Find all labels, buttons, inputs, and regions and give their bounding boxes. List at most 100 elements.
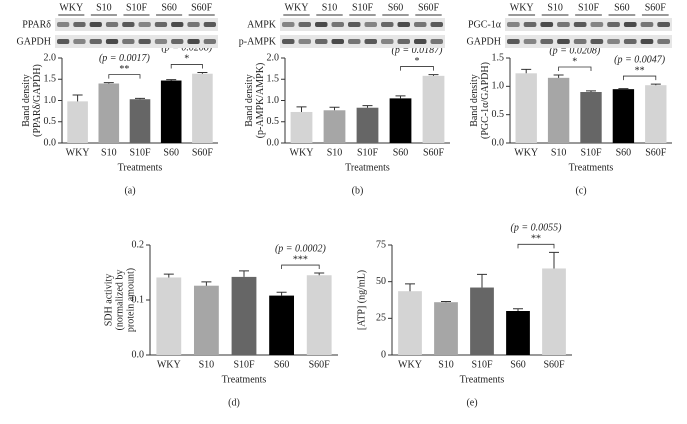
significance-stars: * [184,54,189,65]
comparison-bracket [558,66,592,71]
p-value: (p = 0.0017) [99,53,151,64]
y-tick-label: 0 [381,349,386,360]
y-tick-label: 1.5 [44,74,57,85]
blot-band [171,22,184,27]
x-axis-label: Treatments [118,162,163,173]
x-tick-label: WKY [66,147,90,158]
blot-row-label: AMPK [247,19,277,30]
error-bar [163,273,174,278]
blot-strip [505,35,672,48]
y-tick-label: 0.0 [267,137,280,148]
blot-row-label: PGC-1α [468,19,502,30]
bar [156,277,182,355]
blot-row-label: p-AMPK [239,36,277,47]
x-tick-label: S60F [423,147,445,158]
bar [269,295,295,355]
blot-band [507,39,520,44]
x-tick-label: S60F [543,359,565,370]
x-axis-label: Treatments [222,374,267,385]
significance-stars: * [572,56,577,67]
y-axis-label: protein amount) [125,268,136,332]
comparison-bracket [517,243,555,249]
blot-band [105,22,119,27]
blot-band [381,22,394,27]
panel-label: (c) [575,185,586,196]
x-tick-label: S60 [274,359,290,370]
blot-row-label: GAPDH [467,36,501,47]
bar [515,73,537,143]
y-tick-label: 0.5 [492,109,505,120]
x-tick-label: S10 [327,147,343,158]
x-tick-label: S60F [309,359,331,370]
y-tick-label: 1.5 [267,74,280,85]
x-tick-label: S10F [357,147,379,158]
p-value: (p = 0.0187) [392,45,444,56]
error-bar [586,90,596,92]
blot-band [640,39,654,44]
blot-band [540,39,554,44]
blot-band [73,22,86,27]
blot-lane-label: S60F [418,2,440,13]
x-tick-label: S10F [580,147,602,158]
y-axis-label: (p-AMPK/AMPK) [255,63,266,139]
y-axis-label: Band density [244,74,255,127]
blot-band [282,39,295,44]
y-tick-label: 0.0 [132,349,145,360]
blot-band [122,22,135,27]
blot-lane-label: S60 [388,2,404,13]
blot-lane-label: WKY [59,2,83,13]
blot-band [331,39,344,44]
error-bar [72,94,83,102]
blot-band [57,22,70,27]
y-axis-label: SDH activity [103,274,114,327]
blot-band [315,22,328,27]
p-value: (p = 0.0208) [161,43,213,54]
y-tick-label: 2.0 [267,52,280,63]
blot-lane-label: S10 [322,2,338,13]
blot-band [557,39,570,44]
blot-lane-label: S60 [614,2,630,13]
bar [306,275,332,355]
blot-band [607,22,620,27]
blot-band [430,22,443,27]
bar [67,101,88,143]
y-axis-label: Band density [469,74,480,127]
blot-band [187,22,200,27]
blot-band [364,22,377,27]
error-bar [276,291,287,296]
x-tick-label: WKY [157,359,181,370]
error-bar [521,68,532,74]
blot-band [623,22,637,27]
error-bar [395,95,406,99]
bar [192,73,213,143]
blot-row-label: GAPDH [17,36,51,47]
significance-stars: * [415,56,420,67]
blot-band [590,22,604,27]
x-tick-label: S10F [233,359,255,370]
x-tick-label: S10 [101,147,117,158]
y-tick-label: 25 [376,313,386,324]
x-tick-label: S60F [645,147,667,158]
error-bar [618,88,629,90]
y-tick-label: 1.0 [44,95,57,106]
blot-lane-label: S10 [547,2,563,13]
y-tick-label: 0.2 [132,239,145,250]
blot-strip [55,18,218,31]
bar [645,85,667,143]
error-bar [197,71,208,74]
blot-band [397,39,410,44]
blot-band [430,39,443,44]
blot-band [381,39,394,44]
error-bar [553,74,564,78]
blot-band [203,22,216,27]
blot-band [282,22,295,27]
error-bar [239,270,249,277]
blot-lane-label: S10F [126,2,148,13]
error-bar [329,106,340,111]
blot-strip [280,35,445,48]
x-tick-label: S60 [510,359,526,370]
blot-band [573,22,587,27]
blot-band [507,22,520,27]
x-tick-label: S10 [199,359,215,370]
x-tick-label: S10 [438,359,454,370]
